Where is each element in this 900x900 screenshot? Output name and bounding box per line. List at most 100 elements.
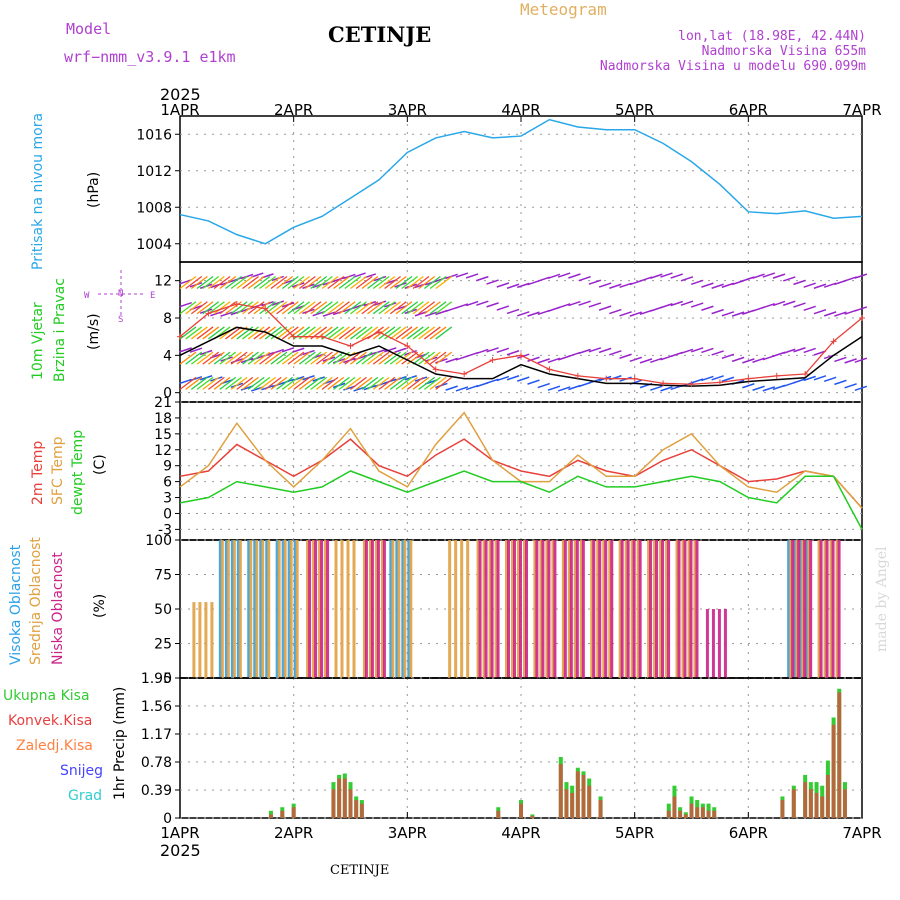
- wind-barb: [259, 376, 276, 390]
- precip-conv-bar: [598, 800, 603, 818]
- xtick-label-bottom: 2APR: [274, 824, 313, 842]
- wind-arrow: [547, 385, 561, 391]
- wind-arrow: [772, 273, 786, 279]
- wind-arrow: [251, 272, 264, 278]
- cloud-low-bar: [667, 540, 671, 678]
- legend-frozen: Zaledj.Kisa: [16, 738, 93, 754]
- wind-barb: [202, 351, 220, 365]
- cloud-mid-bar: [340, 540, 344, 678]
- cloud-high-bar: [287, 540, 291, 678]
- cloud-mid-bar: [232, 540, 236, 678]
- wind-arrow: [670, 273, 683, 279]
- precip-conv-bar: [672, 796, 677, 818]
- cloud-low-bar: [525, 540, 528, 678]
- wind-barb: [350, 326, 367, 340]
- cloud-low-bar: [705, 609, 709, 678]
- wind-barb: [435, 326, 453, 340]
- ytick-label: 100: [145, 533, 172, 549]
- wind-arrow: [547, 357, 561, 364]
- wind-barb: [395, 376, 413, 390]
- cloud-mid-bar: [476, 540, 480, 678]
- model-name: wrf−nmm_v3.9.1 e1km: [64, 48, 236, 66]
- wind-barb: [247, 376, 265, 390]
- cloud-low-bar: [655, 540, 659, 678]
- precip-conv-bar: [268, 814, 273, 818]
- wind-arrow: [752, 306, 765, 312]
- wind-barb: [435, 301, 453, 315]
- wind-barb: [202, 326, 220, 340]
- precip-conv-bar: [706, 810, 711, 818]
- wind-arrow: [803, 375, 816, 382]
- wind-arrow: [762, 355, 776, 361]
- wind-arrow: [435, 309, 448, 316]
- precip-conv-bar: [575, 771, 580, 818]
- gust-marker: [660, 380, 667, 387]
- wind-barb: [253, 351, 271, 365]
- cloud-mid-bar: [561, 540, 565, 678]
- cloud-mid-bar: [807, 540, 811, 678]
- xtick-label-bottom: 7APR: [842, 824, 881, 842]
- wind-barb: [196, 351, 214, 365]
- wind-barb: [350, 376, 367, 390]
- cloud-mid-bar: [789, 540, 793, 678]
- wind-arrow: [424, 311, 438, 317]
- cloud-mid-bar: [659, 540, 663, 678]
- wind-arrow: [844, 276, 857, 282]
- wind-barb: [429, 376, 447, 390]
- wind-barb: [423, 326, 441, 340]
- wind-barb: [253, 276, 271, 290]
- wind-arrow: [854, 306, 868, 312]
- wind-barb: [304, 376, 322, 390]
- wind-arrow: [517, 282, 530, 289]
- wind-barb: [276, 301, 294, 315]
- ytick-label: 6: [163, 475, 172, 491]
- dewpt-axis-title: dewpt Temp: [70, 430, 86, 515]
- precip-conv-bar: [348, 789, 353, 818]
- wind-barb: [406, 276, 424, 290]
- wind-barb: [190, 276, 208, 290]
- cloud-low-bar: [541, 540, 545, 678]
- wind-barb: [384, 376, 401, 390]
- wind-barb: [287, 376, 305, 390]
- cloud-low-bar: [819, 540, 823, 678]
- cloud-low-bar: [711, 609, 715, 678]
- wind-barb: [418, 351, 436, 365]
- wind-barb: [327, 301, 345, 315]
- cloud-low-bar: [809, 540, 813, 678]
- wind-barb: [367, 351, 384, 365]
- wind-arrow: [517, 376, 530, 382]
- wind-arrow: [343, 273, 356, 280]
- ytick-label: 50: [154, 602, 172, 618]
- wind-barb: [333, 301, 350, 315]
- wind-barb: [230, 276, 248, 290]
- wind-arrow: [670, 351, 683, 358]
- cloud-mid-bar: [675, 540, 679, 678]
- cloud-mid-bar: [517, 540, 520, 678]
- wind-barb: [298, 301, 316, 315]
- precip-conv-bar: [587, 785, 592, 818]
- wind-arrow: [373, 300, 387, 306]
- xtick-label-top: 2APR: [274, 101, 313, 119]
- wind-arrow: [680, 276, 694, 282]
- gust-marker: [518, 352, 524, 359]
- cloud-low-bar: [553, 540, 557, 678]
- wind-barb: [327, 276, 345, 290]
- wind-barb: [247, 276, 265, 290]
- wind-arrow: [568, 300, 581, 307]
- wind-barb: [202, 301, 220, 315]
- wind-arrow: [394, 347, 407, 353]
- wind-arrow: [793, 378, 806, 384]
- wind-arrow: [506, 308, 520, 315]
- cloud-low-bar: [831, 540, 835, 678]
- wind-arrow: [537, 309, 550, 316]
- wind-arrow: [660, 272, 673, 278]
- model-altitude-label: Nadmorska Visina u modelu 690.099m: [600, 59, 866, 74]
- wind-arrow: [210, 310, 223, 317]
- wind-arrow: [762, 272, 776, 278]
- wind-arrow: [557, 303, 571, 309]
- wind-arrow: [813, 375, 827, 381]
- wind-barb: [293, 301, 311, 315]
- wind-barb: [310, 351, 328, 365]
- cloud-high-bar: [218, 540, 222, 678]
